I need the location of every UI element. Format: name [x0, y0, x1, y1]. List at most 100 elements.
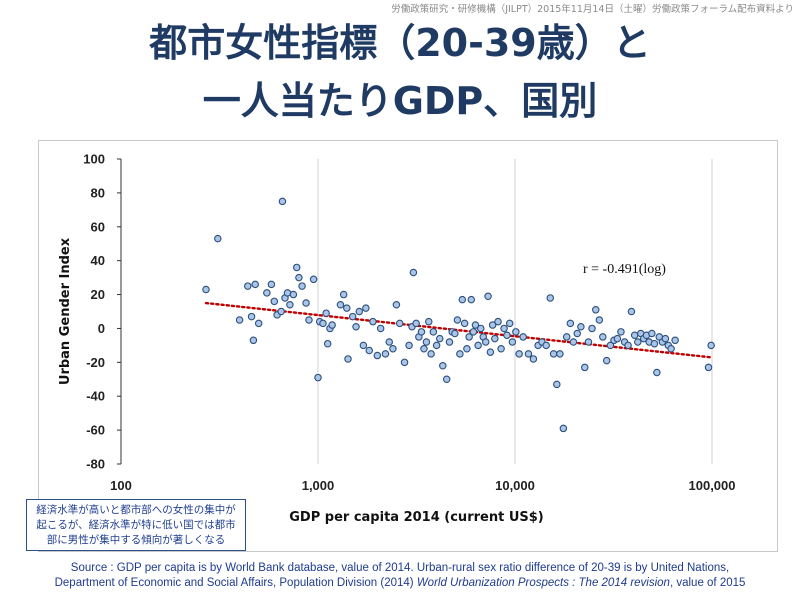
- data-point: [249, 336, 258, 345]
- x-tick-label: 1,000: [302, 478, 335, 493]
- note-line-1: 経済水準が高いと都市部への女性の集中が: [36, 504, 236, 516]
- data-point: [295, 273, 303, 282]
- data-point: [392, 300, 401, 309]
- data-point: [467, 295, 476, 304]
- data-point: [322, 309, 330, 317]
- data-point: [359, 341, 368, 350]
- data-point: [344, 355, 352, 363]
- page-title-line-1: 都市女性指標（20-39歳）と: [149, 21, 651, 65]
- data-point: [339, 290, 348, 299]
- data-point: [425, 317, 433, 326]
- data-point: [671, 336, 679, 345]
- data-point: [395, 319, 404, 328]
- data-point: [247, 312, 256, 321]
- data-point: [613, 334, 622, 343]
- data-point: [577, 323, 585, 331]
- data-point: [627, 307, 636, 316]
- data-point: [420, 345, 428, 353]
- data-point: [650, 339, 659, 348]
- tick-labels: 100 1,000 10,000 100,000 -80 -60 -40 -20 0 20 40 60…: [83, 152, 735, 494]
- note-line-3: 部に男性が集中する傾向が著しくなる: [46, 534, 226, 546]
- data-point: [653, 368, 661, 377]
- data-point: [336, 300, 345, 309]
- data-point: [573, 329, 581, 338]
- data-point: [481, 338, 490, 346]
- data-point: [476, 324, 485, 333]
- data-point: [667, 345, 675, 353]
- data-point: [389, 345, 397, 353]
- data-point: [707, 341, 715, 350]
- data-point: [602, 356, 611, 365]
- data-point: [214, 234, 222, 243]
- data-point: [369, 317, 377, 326]
- data-point: [267, 280, 276, 289]
- data-point: [469, 328, 478, 336]
- data-point: [289, 290, 298, 299]
- data-point: [595, 316, 604, 324]
- data-point: [606, 341, 615, 350]
- data-point: [524, 350, 533, 358]
- y-tick-label: 60: [91, 219, 105, 234]
- data-point: [254, 319, 263, 328]
- data-point: [503, 331, 511, 339]
- data-point: [474, 341, 482, 350]
- data-point: [385, 338, 394, 346]
- grid-lines: [317, 159, 713, 464]
- data-point: [704, 363, 713, 372]
- data-point: [588, 324, 596, 333]
- data-point: [445, 338, 454, 346]
- data-point: [286, 300, 294, 309]
- y-tick-label: -40: [86, 389, 105, 404]
- y-tick-label: 20: [91, 287, 105, 302]
- data-point: [465, 333, 473, 341]
- data-point: [630, 331, 639, 339]
- chart-frame: 100 1,000 10,000 100,000 -80 -60 -40 -20 0 20 40 60…: [38, 140, 778, 552]
- data-point: [500, 324, 508, 333]
- data-point: [519, 333, 527, 341]
- axes: [117, 158, 122, 465]
- data-point: [328, 321, 336, 329]
- data-point: [436, 334, 444, 343]
- data-point: [484, 292, 492, 301]
- scatter-chart: 100 1,000 10,000 100,000 -80 -60 -40 -20 0 20 40 60…: [58, 152, 736, 526]
- data-point: [592, 306, 600, 314]
- data-point: [471, 321, 480, 329]
- y-tick-label: 0: [98, 321, 105, 336]
- data-point: [373, 351, 382, 360]
- note-box: 経済水準が高いと都市部への女性の集中が 起こるが、経済水準が特に低い国では都市 …: [26, 499, 246, 551]
- data-point: [432, 341, 441, 350]
- data-point: [244, 282, 252, 290]
- correlation-annotation: r = -0.491(log): [583, 262, 666, 277]
- source-line-2b: , value of 2015: [669, 577, 746, 589]
- data-point: [634, 338, 642, 346]
- data-point: [298, 282, 306, 290]
- data-point: [566, 319, 575, 328]
- y-tick-label: 100: [83, 152, 105, 167]
- source-line-1: Source : GDP per capita is by World Bank…: [70, 562, 730, 574]
- data-point: [553, 380, 561, 389]
- x-axis-title: GDP per capita 2014 (current US$): [289, 510, 543, 525]
- data-point: [365, 346, 373, 355]
- data-point: [405, 341, 413, 350]
- x-tick-label: 100: [110, 478, 132, 493]
- data-point: [348, 312, 357, 321]
- data-point: [491, 334, 499, 343]
- data-point: [400, 358, 409, 367]
- data-point: [488, 321, 497, 329]
- data-point: [319, 319, 327, 328]
- source-line-2: Department of Economic and Social Affair…: [0, 576, 800, 591]
- data-point: [463, 345, 471, 353]
- data-point: [486, 348, 495, 356]
- data-point: [546, 294, 555, 302]
- page-title-line-2: 一人当たりGDP、国別: [202, 79, 598, 123]
- data-point: [343, 304, 351, 312]
- data-point: [362, 304, 370, 312]
- data-point: [412, 319, 420, 328]
- data-point: [556, 350, 564, 358]
- data-point: [427, 350, 435, 358]
- y-tick-label: 40: [91, 253, 105, 268]
- data-point: [323, 339, 332, 348]
- data-point: [581, 363, 589, 372]
- data-point: [235, 316, 244, 324]
- data-point: [512, 328, 520, 336]
